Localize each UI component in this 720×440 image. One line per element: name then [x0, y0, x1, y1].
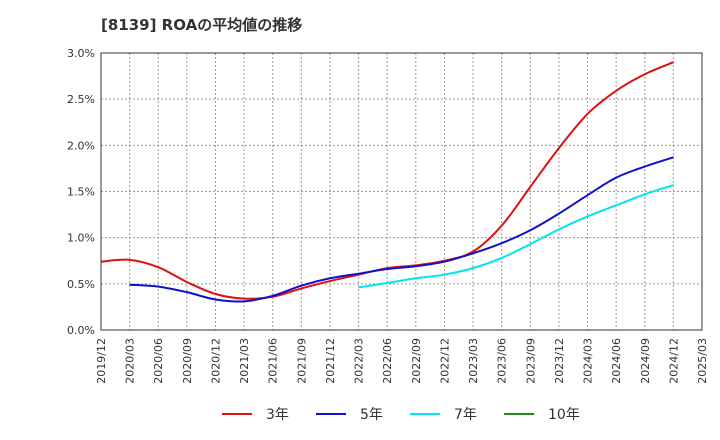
x-tick-label: 2023/09 — [524, 338, 537, 384]
x-tick-label: 2024/03 — [582, 338, 595, 384]
legend-label: 3年 — [266, 407, 289, 423]
x-tick-label: 2022/03 — [353, 338, 366, 384]
chart-title: [8139] ROAの平均値の推移 — [101, 16, 303, 34]
series-lines — [100, 61, 674, 303]
x-tick-label: 2024/09 — [639, 338, 652, 384]
x-tick-label: 2020/06 — [152, 338, 165, 384]
plot-frame — [100, 52, 703, 331]
x-tick-label: 2020/12 — [209, 338, 222, 384]
legend: 3年 5年 7年 10年 — [222, 407, 580, 423]
x-tick-label: 2025/03 — [696, 338, 709, 384]
legend-label: 5年 — [360, 407, 383, 423]
y-tick-label: 2.5% — [67, 93, 95, 106]
y-tick-label: 0.5% — [67, 278, 95, 291]
x-tick-label: 2024/06 — [610, 338, 623, 384]
legend-label: 7年 — [454, 407, 477, 423]
axes: 0.0% 0.5% 1.0% 1.5% 2.0% 2.5% 3.0% 2019/12 2020/… — [67, 47, 709, 384]
x-tick-label: 2022/09 — [410, 338, 423, 384]
x-tick-label: 2020/03 — [124, 338, 137, 384]
x-tick-label: 2020/09 — [181, 338, 194, 384]
y-tick-label: 1.0% — [67, 232, 95, 245]
x-tick-label: 2023/03 — [467, 338, 480, 384]
x-tick-label: 2023/12 — [553, 338, 566, 384]
x-tick-label: 2021/03 — [238, 338, 251, 384]
y-tick-label: 1.5% — [67, 186, 95, 199]
x-tick-label: 2021/09 — [295, 338, 308, 384]
x-tick-label: 2024/12 — [667, 338, 680, 384]
x-tick-label: 2021/12 — [324, 338, 337, 384]
series-line-3 — [358, 184, 674, 289]
legend-label: 10年 — [548, 407, 580, 423]
x-tick-label: 2023/06 — [496, 338, 509, 384]
x-tick-label: 2022/06 — [381, 338, 394, 384]
y-tick-label: 0.0% — [67, 324, 95, 337]
x-tick-label: 2022/12 — [438, 338, 451, 384]
x-tick-label: 2021/06 — [267, 338, 280, 384]
x-tick-label: 2019/12 — [95, 338, 108, 384]
y-tick-label: 3.0% — [67, 47, 95, 60]
y-tick-label: 2.0% — [67, 139, 95, 152]
series-line-2 — [129, 156, 674, 303]
